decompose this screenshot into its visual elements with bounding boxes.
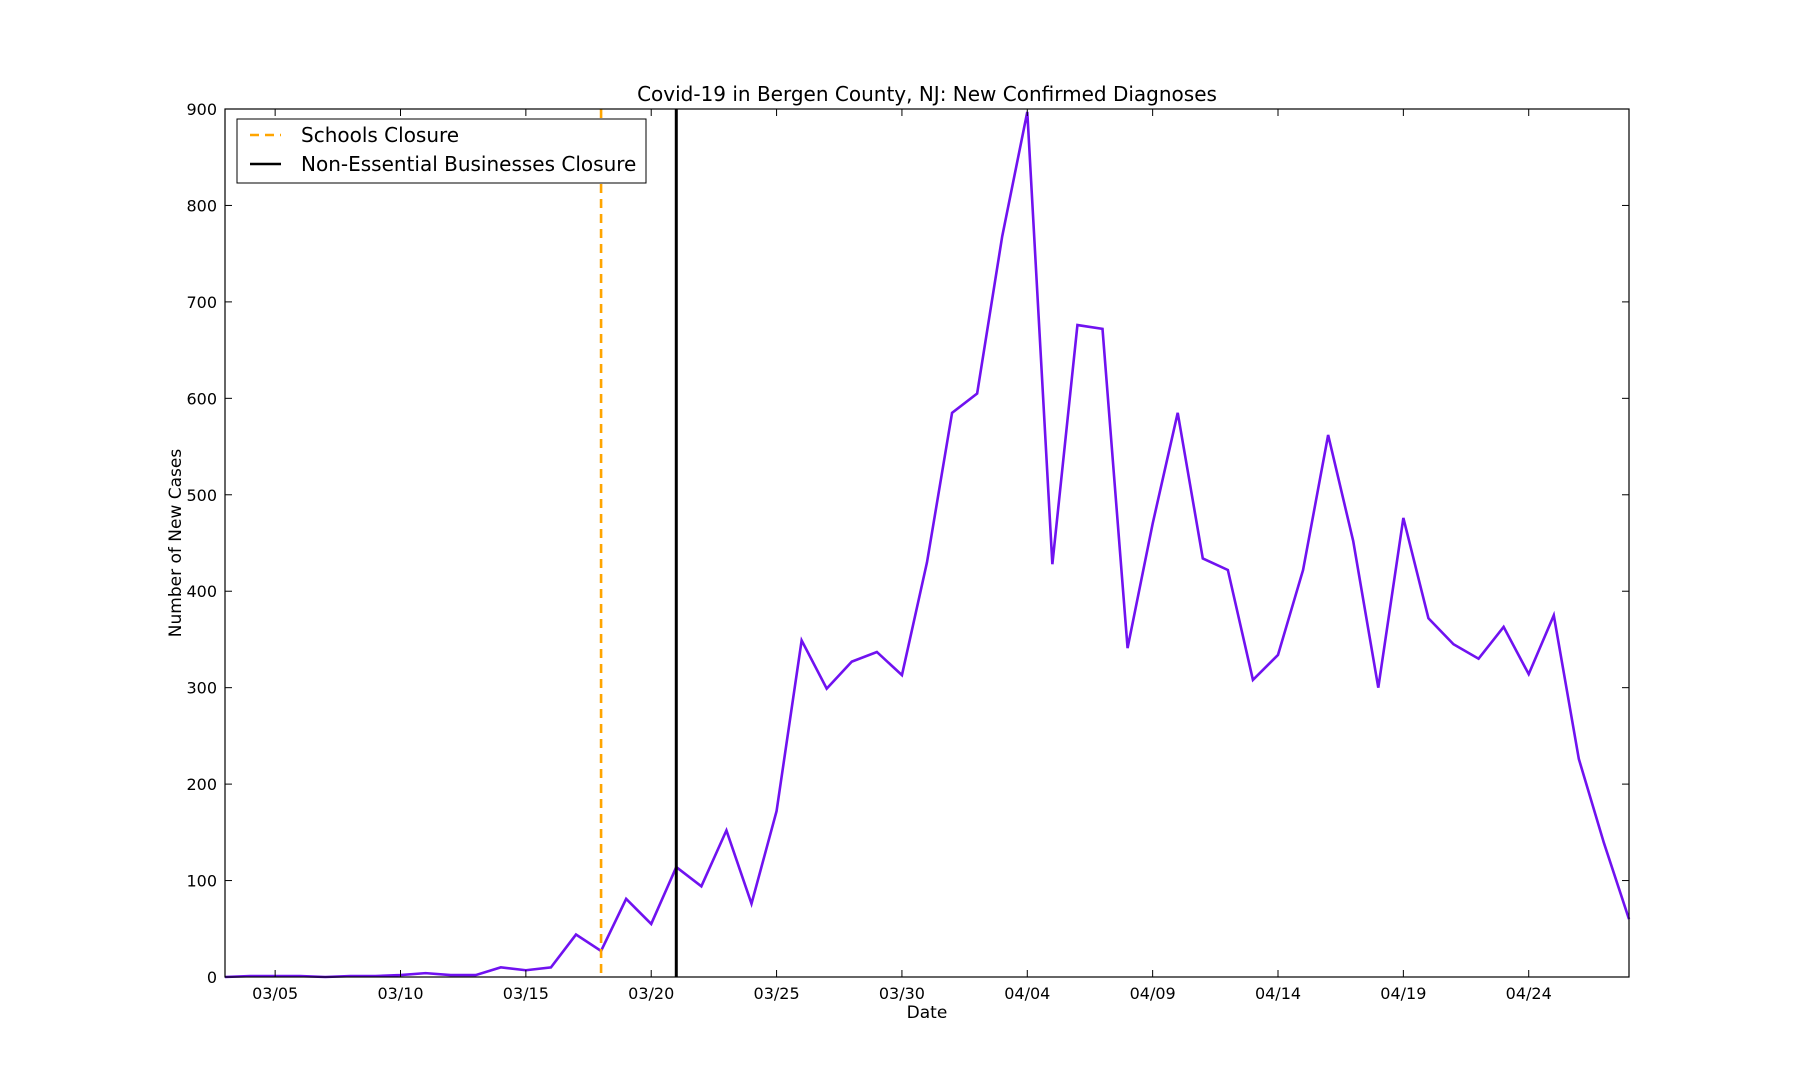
x-tick-label: 03/05	[252, 984, 298, 1003]
x-tick-label: 04/14	[1255, 984, 1301, 1003]
x-tick-label: 04/19	[1380, 984, 1426, 1003]
legend-entry-business-closure: Non-Essential Businesses Closure	[301, 152, 636, 176]
x-tick-label: 04/04	[1004, 984, 1050, 1003]
series-line-0	[224, 111, 1631, 979]
y-tick-label: 500	[186, 486, 217, 505]
y-tick-label: 800	[186, 196, 217, 215]
plot-area	[224, 109, 1631, 979]
chart-title: Covid-19 in Bergen County, NJ: New Confi…	[637, 82, 1217, 106]
y-tick-label: 200	[186, 775, 217, 794]
plot-frame	[224, 108, 1630, 978]
x-tick-label: 03/15	[503, 984, 549, 1003]
y-tick-label: 300	[186, 679, 217, 698]
legend-entry-schools-closure: Schools Closure	[301, 123, 459, 147]
y-tick-label: 600	[186, 389, 217, 408]
x-tick-label: 04/24	[1506, 984, 1552, 1003]
y-tick-label: 100	[186, 872, 217, 891]
x-tick-label: 03/20	[628, 984, 674, 1003]
x-tick-label: 03/10	[377, 984, 423, 1003]
y-axis-label: Number of New Cases	[166, 449, 186, 638]
y-tick-label: 700	[186, 293, 217, 312]
y-tick-label: 0	[207, 968, 217, 987]
legend: Schools Closure Non-Essential Businesses…	[236, 118, 647, 184]
x-axis-label: Date	[907, 1003, 948, 1023]
x-tick-label: 03/25	[754, 984, 800, 1003]
y-axis: 0 100 200 300 400 500 600 700 800 900	[186, 100, 1629, 987]
y-tick-label: 400	[186, 582, 217, 601]
y-tick-label: 900	[186, 100, 217, 119]
x-axis: 03/05 03/10 03/15 03/20 03/25 03/30 04/04 04/09…	[252, 109, 1552, 1003]
x-tick-label: 03/30	[879, 984, 925, 1003]
x-tick-label: 04/09	[1130, 984, 1176, 1003]
legend-box	[236, 118, 647, 184]
